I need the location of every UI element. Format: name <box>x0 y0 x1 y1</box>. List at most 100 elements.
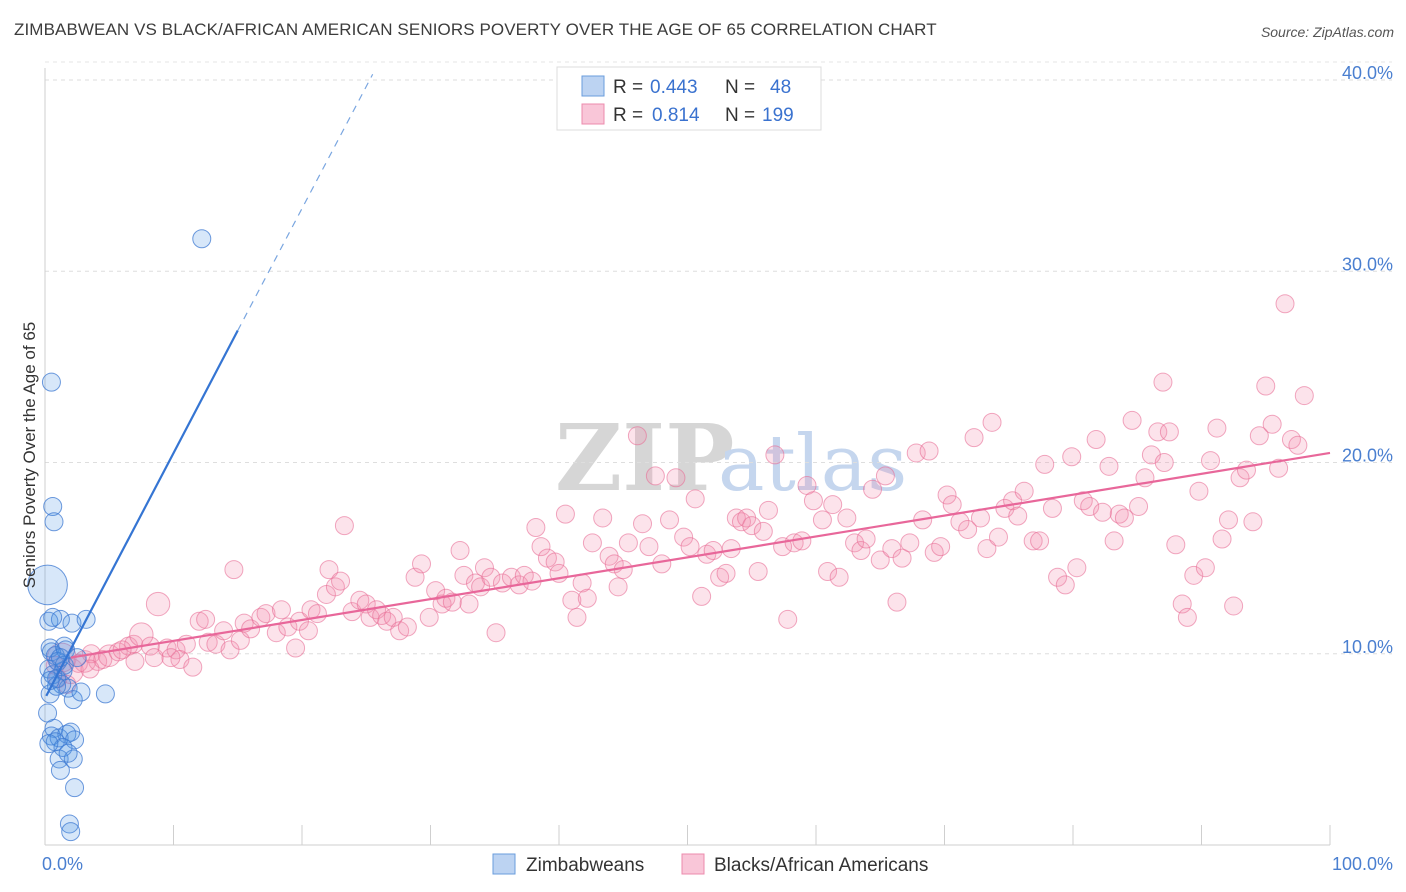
data-point-blacks-african-americans <box>645 466 665 486</box>
grid <box>45 61 1392 655</box>
data-point-blacks-african-americans <box>481 567 501 587</box>
data-point-blacks-african-americans <box>331 571 351 591</box>
data-point-blacks-african-americans <box>1212 529 1232 549</box>
x-tick-label: 0.0% <box>42 854 83 874</box>
data-point-blacks-african-americans <box>1269 458 1289 478</box>
data-point-blacks-african-americans <box>851 540 871 560</box>
data-point-blacks-african-americans <box>1122 410 1142 430</box>
data-point-blacks-african-americans <box>1256 376 1276 396</box>
data-point-blacks-african-americans <box>531 537 551 557</box>
data-point-zimbabweans <box>61 822 81 842</box>
y-tick-label: 20.0% <box>1342 446 1393 466</box>
trend-lines <box>45 73 1331 697</box>
data-point-blacks-african-americans <box>454 565 474 585</box>
data-point-blacks-african-americans <box>1008 506 1028 526</box>
data-point-blacks-african-americans <box>692 586 712 606</box>
data-point-blacks-african-americans <box>652 554 672 574</box>
data-point-zimbabweans <box>44 512 64 532</box>
data-point-blacks-african-americans <box>818 562 838 582</box>
data-point-blacks-african-americans <box>875 466 895 486</box>
data-point-blacks-african-americans <box>892 548 912 568</box>
data-point-blacks-african-americans <box>1243 512 1263 532</box>
data-point-blacks-african-americans <box>1099 456 1119 476</box>
data-point-blacks-african-americans <box>161 648 181 668</box>
data-point-blacks-african-americans <box>703 540 723 560</box>
data-point-blacks-african-americans <box>1275 294 1295 314</box>
data-point-zimbabweans <box>39 734 59 754</box>
data-point-blacks-african-americans <box>942 495 962 515</box>
data-point-blacks-african-americans <box>837 508 857 528</box>
data-point-blacks-african-americans <box>887 592 907 612</box>
source-credit: Source: ZipAtlas.com <box>1260 24 1394 40</box>
data-point-blacks-african-americans <box>298 621 318 641</box>
watermark: ZIP atlas <box>555 404 907 512</box>
y-tick-label: 10.0% <box>1342 637 1393 657</box>
data-point-blacks-african-americans <box>1030 531 1050 551</box>
data-point-blacks-african-americans <box>964 428 984 448</box>
data-point-blacks-african-americans <box>80 659 100 679</box>
trend-line-blacks-african-americans <box>70 451 1331 659</box>
data-point-blacks-african-americans <box>931 537 951 557</box>
data-point-zimbabweans <box>43 496 63 516</box>
data-point-blacks-african-americans <box>1055 575 1075 595</box>
data-point-blacks-african-americans <box>1129 496 1149 516</box>
stats-n-label: N = <box>725 105 755 126</box>
legend-label-zimbabweans: Zimbabweans <box>526 855 644 876</box>
data-point-blacks-african-americans <box>674 527 694 547</box>
data-point-zimbabweans <box>65 778 85 798</box>
data-point-blacks-african-americans <box>545 552 565 572</box>
data-point-blacks-african-americans <box>1236 460 1256 480</box>
data-point-blacks-african-americans <box>660 510 680 530</box>
data-point-blacks-african-americans <box>593 508 613 528</box>
data-point-blacks-african-americans <box>1200 451 1220 471</box>
data-point-blacks-african-americans <box>189 611 209 631</box>
data-point-zimbabweans <box>38 703 58 723</box>
data-point-blacks-african-americans <box>1189 481 1209 501</box>
stats-swatch-pink <box>581 103 605 125</box>
data-point-blacks-african-americans <box>937 485 957 505</box>
data-point-zimbabweans <box>50 760 70 780</box>
data-point-blacks-african-americans <box>1166 535 1186 555</box>
legend-swatch-blacks-african-americans <box>681 853 705 875</box>
data-point-blacks-african-americans <box>334 516 354 536</box>
y-tick-label: 40.0% <box>1342 63 1393 83</box>
data-point-zimbabweans <box>192 229 212 249</box>
data-point-blacks-african-americans <box>639 537 659 557</box>
data-point-blacks-african-americans <box>220 640 240 660</box>
data-point-zimbabweans <box>40 684 60 704</box>
data-point-blacks-african-americans <box>125 651 145 671</box>
data-point-blacks-african-americans <box>144 648 164 668</box>
data-point-blacks-african-americans <box>1042 498 1062 518</box>
data-point-blacks-african-americans <box>856 529 876 549</box>
data-point-blacks-african-americans <box>726 508 746 528</box>
data-point-blacks-african-americans <box>748 562 768 582</box>
data-point-blacks-african-americans <box>319 560 339 580</box>
data-point-zimbabweans <box>63 749 83 769</box>
stats-swatch-blue <box>581 75 605 97</box>
data-point-blacks-african-americans <box>198 632 218 652</box>
stats-r-value: 0.443 <box>650 77 698 98</box>
data-point-blacks-african-americans <box>900 533 920 553</box>
data-point-blacks-african-americans <box>716 563 736 583</box>
data-point-blacks-african-americans <box>823 495 843 515</box>
data-point-blacks-african-americans <box>1104 531 1124 551</box>
trend-line-zimbabweans <box>45 330 239 697</box>
x-tick-label: 100.0% <box>1332 854 1393 874</box>
data-point-zimbabweans <box>58 743 78 763</box>
data-point-blacks-african-americans <box>1048 567 1068 587</box>
data-point-blacks-african-americans <box>1093 502 1113 522</box>
data-point-blacks-african-americans <box>224 560 244 580</box>
data-point-zimbabweans <box>71 682 91 702</box>
data-point-blacks-african-americans <box>307 604 327 624</box>
data-point-blacks-african-americans <box>845 533 865 553</box>
stats-box: R = 0.443 N = 48 R = 0.814 N = 199 <box>556 66 822 131</box>
data-point-blacks-african-americans <box>778 609 798 629</box>
data-point-blacks-african-americans <box>325 577 345 597</box>
data-point-blacks-african-americans <box>982 412 1002 432</box>
data-point-blacks-african-americans <box>486 623 506 643</box>
stats-r-label: R = <box>613 105 643 126</box>
data-point-blacks-african-americans <box>196 609 216 629</box>
data-point-zimbabweans <box>41 726 61 746</box>
data-point-blacks-african-americans <box>1224 596 1244 616</box>
